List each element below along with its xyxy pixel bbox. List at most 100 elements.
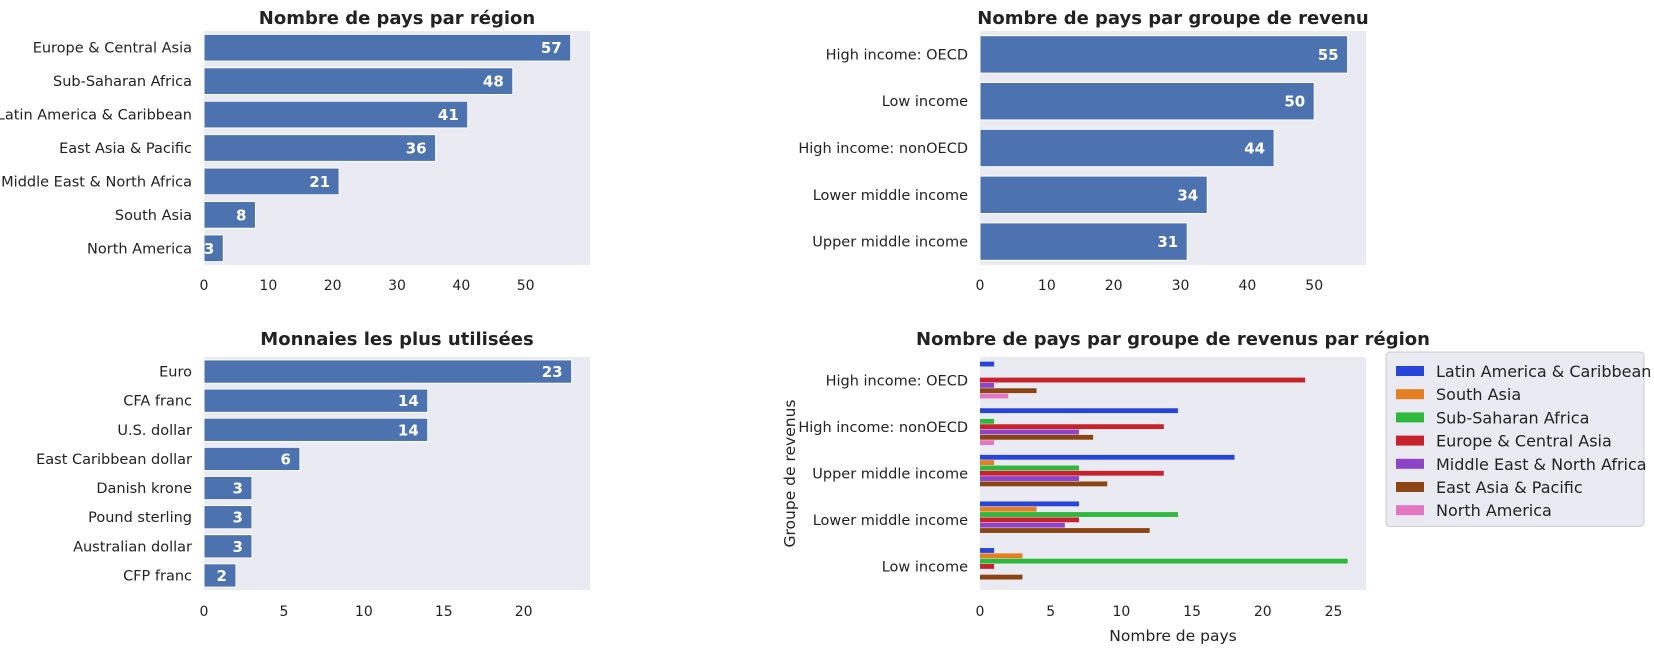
bar-europe-central-asia-2 [980, 470, 1164, 476]
data-label: 14 [398, 392, 419, 410]
legend-swatch [1396, 458, 1424, 469]
bar-6 [203, 534, 253, 559]
bar-1 [979, 81, 1315, 121]
bar-europe-central-asia-1 [980, 424, 1164, 430]
data-label: 55 [1318, 46, 1339, 64]
x-tick-label: 40 [452, 278, 470, 294]
bar-0 [979, 35, 1349, 74]
x-axis-label: Nombre de pays [1109, 627, 1236, 645]
y-tick-label: CFA franc [123, 394, 192, 410]
y-tick-label: East Asia & Pacific [59, 141, 192, 157]
bar-1 [203, 67, 514, 96]
bar-south-asia-4 [980, 553, 1023, 559]
legend-label: Middle East & North Africa [1436, 455, 1647, 474]
bar-2 [979, 128, 1275, 168]
chart-3: Monnaies les plus utilisées 0 5 10 15 20 Euro C… [36, 329, 590, 620]
bar-4 [979, 222, 1188, 261]
bar-east-asia-pacific-0 [980, 388, 1037, 394]
bar-latin-america-caribbean-1 [980, 408, 1178, 414]
bar-4 [203, 167, 340, 196]
data-label: 3 [204, 240, 214, 258]
y-tick-label: Latin America & Caribbean [0, 108, 192, 124]
x-tick-label: 50 [517, 278, 535, 294]
legend-swatch [1396, 435, 1424, 446]
legend-swatch [1396, 412, 1424, 423]
x-tick-label: 0 [976, 278, 985, 294]
bar-east-asia-pacific-1 [980, 434, 1094, 440]
y-tick-label: Euro [159, 365, 192, 381]
x-tick-label: 30 [388, 278, 406, 294]
bar-5 [203, 200, 256, 229]
legend: Latin America & Caribbean South Asia Sub-S… [1385, 351, 1651, 527]
bar-3 [203, 134, 437, 162]
bar-2 [203, 100, 469, 129]
bar-latin-america-caribbean-4 [980, 548, 995, 553]
x-tick-label: 0 [200, 278, 209, 294]
data-label: 14 [398, 421, 419, 439]
x-tick-label: 15 [435, 604, 453, 620]
y-tick-label: Lower middle income [813, 513, 968, 529]
x-tick-label: 15 [1183, 604, 1201, 620]
legend-swatch [1396, 389, 1424, 400]
legend-label: North America [1436, 501, 1552, 520]
y-tick-label: U.S. dollar [117, 423, 192, 439]
bar-middle-east-north-africa-1 [980, 429, 1079, 435]
chart-title: Nombre de pays par région [259, 8, 535, 29]
x-tick-label: 0 [976, 604, 985, 620]
y-tick-label: North America [87, 241, 192, 257]
x-tick-label: 10 [1038, 278, 1056, 294]
chart-2: Nombre de pays par groupe de revenu 0 10 20… [798, 8, 1368, 294]
data-label: 21 [309, 173, 330, 191]
data-label: 23 [542, 363, 563, 381]
legend-label: Latin America & Caribbean [1436, 362, 1651, 381]
bar-east-asia-pacific-4 [980, 574, 1023, 580]
bar-7 [203, 563, 237, 588]
chart-title: Monnaies les plus utilisées [260, 329, 533, 350]
x-tick-label: 10 [355, 604, 373, 620]
legend-label: East Asia & Pacific [1436, 478, 1583, 497]
y-tick-label: Upper middle income [812, 467, 968, 483]
y-tick-label: High income: OECD [826, 47, 968, 63]
data-label: 57 [541, 39, 562, 57]
bar-europe-central-asia-0 [980, 377, 1306, 383]
bar-0 [203, 33, 572, 62]
legend-label: Sub-Saharan Africa [1436, 408, 1589, 427]
chart-title: Nombre de pays par groupe de revenus par… [916, 329, 1430, 350]
legend-frame [1385, 351, 1645, 527]
bar-europe-central-asia-4 [980, 564, 995, 569]
y-tick-label: Australian dollar [73, 539, 192, 555]
bar-middle-east-north-africa-2 [980, 476, 1079, 481]
legend-swatch [1396, 482, 1424, 492]
data-label: 50 [1284, 93, 1305, 111]
legend-swatch [1396, 366, 1424, 376]
bar-east-asia-pacific-3 [980, 528, 1150, 533]
bar-south-asia-2 [980, 460, 995, 466]
bar-3 [979, 175, 1208, 215]
y-tick-label: Danish krone [96, 481, 192, 497]
y-tick-label: Europe & Central Asia [33, 41, 192, 57]
bar-6 [203, 234, 224, 263]
data-label: 44 [1244, 140, 1265, 158]
bar-sub-saharan-africa-3 [980, 512, 1178, 517]
legend-swatch [1396, 505, 1424, 516]
data-label: 31 [1157, 233, 1178, 251]
legend-label: South Asia [1436, 385, 1521, 404]
x-tick-label: 10 [1112, 604, 1130, 620]
y-axis-label: Groupe de revenus [781, 400, 799, 548]
y-tick-label: Low income [882, 560, 968, 576]
y-tick-label: South Asia [115, 208, 192, 224]
y-tick-label: East Caribbean dollar [36, 452, 192, 468]
y-tick-label: Lower middle income [813, 188, 968, 204]
bar-2 [203, 417, 429, 442]
bar-3 [203, 446, 301, 472]
bar-sub-saharan-africa-2 [980, 465, 1079, 471]
y-tick-label: CFP franc [123, 568, 192, 584]
x-tick-label: 20 [1105, 278, 1123, 294]
bar-1 [203, 388, 429, 413]
x-tick-label: 50 [1305, 278, 1323, 294]
bar-middle-east-north-africa-0 [980, 382, 995, 388]
x-tick-label: 20 [515, 604, 533, 620]
legend-label: Europe & Central Asia [1436, 432, 1612, 451]
bar-north-america-1 [980, 440, 995, 446]
data-label: 41 [438, 106, 459, 124]
